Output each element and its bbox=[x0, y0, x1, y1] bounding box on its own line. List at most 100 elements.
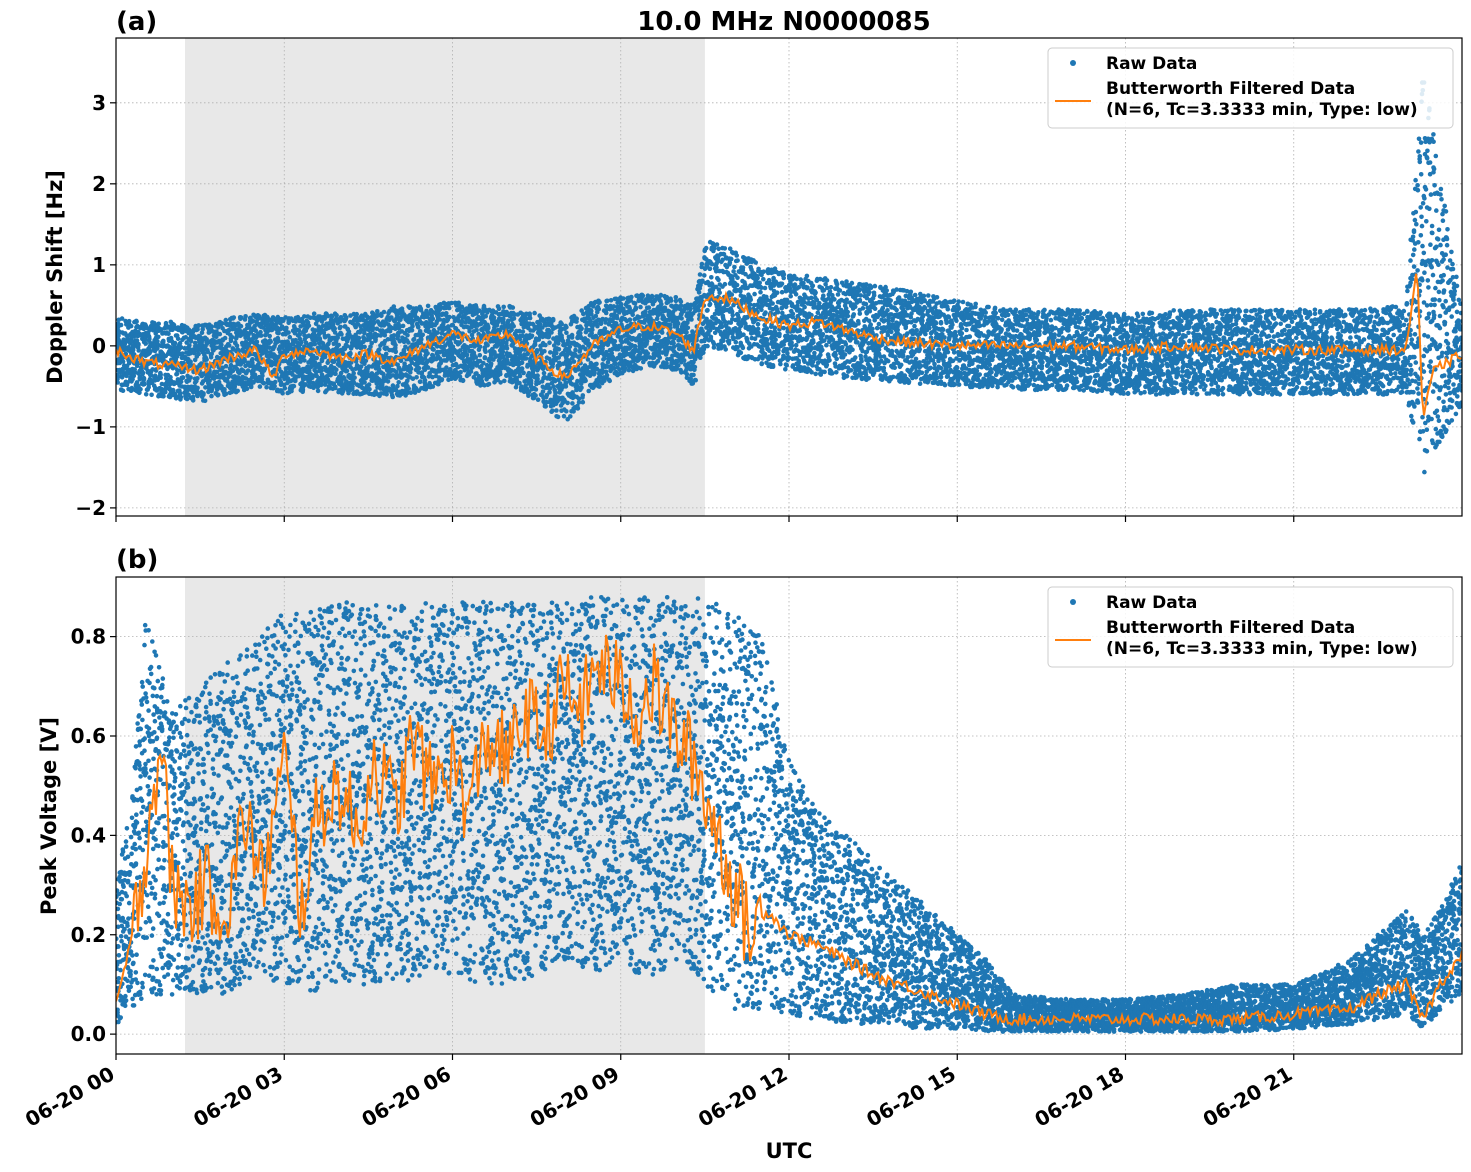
raw-data-point bbox=[337, 325, 343, 331]
raw-data-point bbox=[714, 242, 720, 247]
raw-data-point bbox=[393, 349, 399, 355]
raw-data-point bbox=[214, 334, 219, 340]
raw-data-point bbox=[272, 383, 277, 389]
raw-data-point bbox=[474, 327, 479, 333]
raw-data-point bbox=[574, 316, 579, 322]
raw-data-point bbox=[486, 325, 491, 331]
raw-data-point bbox=[411, 337, 416, 343]
raw-data-point bbox=[234, 343, 240, 349]
raw-data-point bbox=[126, 318, 132, 324]
raw-data-point bbox=[685, 325, 691, 331]
raw-data-point bbox=[175, 336, 181, 342]
raw-data-point bbox=[141, 377, 147, 382]
raw-data-point bbox=[564, 330, 569, 336]
raw-data-point bbox=[532, 310, 537, 316]
raw-data-point bbox=[468, 369, 474, 374]
raw-data-point bbox=[722, 281, 728, 287]
panel-a-label: (a) bbox=[116, 7, 157, 37]
raw-data-point bbox=[393, 342, 398, 348]
raw-data-point bbox=[172, 340, 178, 346]
raw-data-point bbox=[140, 371, 145, 377]
raw-data-point bbox=[586, 388, 591, 394]
raw-data-point bbox=[547, 340, 552, 346]
raw-data-point bbox=[174, 371, 180, 377]
raw-data-point bbox=[143, 392, 149, 397]
raw-data-point bbox=[248, 384, 254, 390]
raw-data-point bbox=[684, 330, 689, 335]
raw-data-point bbox=[129, 339, 134, 344]
raw-data-point bbox=[535, 373, 540, 378]
raw-data-point bbox=[334, 367, 339, 373]
raw-data-point bbox=[367, 387, 372, 392]
raw-data-point bbox=[425, 303, 431, 309]
raw-data-point bbox=[555, 414, 561, 420]
raw-data-point bbox=[158, 327, 164, 332]
raw-data-point bbox=[383, 351, 389, 357]
raw-data-point bbox=[352, 375, 357, 380]
raw-data-point bbox=[521, 370, 526, 376]
raw-data-point bbox=[528, 380, 534, 386]
raw-data-point bbox=[209, 324, 215, 329]
raw-data-point bbox=[315, 388, 321, 394]
raw-data-point bbox=[517, 373, 523, 379]
raw-data-point bbox=[579, 385, 584, 391]
raw-data-point bbox=[195, 376, 200, 381]
raw-data-point bbox=[633, 305, 639, 310]
raw-data-point bbox=[688, 303, 693, 308]
raw-data-point bbox=[134, 380, 140, 385]
raw-data-point bbox=[556, 347, 562, 352]
raw-data-point bbox=[458, 369, 463, 375]
raw-data-point bbox=[697, 272, 703, 277]
raw-data-point bbox=[568, 414, 573, 419]
raw-data-point bbox=[134, 338, 140, 343]
raw-data-point bbox=[477, 352, 483, 358]
raw-data-point bbox=[205, 349, 211, 355]
raw-data-point bbox=[657, 355, 663, 360]
raw-data-point bbox=[289, 388, 294, 394]
raw-data-point bbox=[204, 340, 209, 345]
raw-data-point bbox=[711, 345, 717, 350]
raw-data-point bbox=[692, 364, 698, 370]
raw-data-point bbox=[162, 389, 167, 395]
raw-data-point bbox=[275, 339, 281, 344]
raw-data-point bbox=[215, 393, 221, 398]
raw-data-point bbox=[705, 307, 710, 313]
raw-data-point bbox=[553, 390, 558, 396]
raw-data-point bbox=[416, 365, 422, 371]
raw-data-point bbox=[379, 313, 384, 319]
raw-data-point bbox=[543, 342, 548, 348]
raw-data-point bbox=[192, 340, 198, 346]
raw-data-point bbox=[559, 321, 564, 327]
raw-data-point bbox=[575, 378, 580, 384]
raw-data-point bbox=[130, 347, 136, 353]
raw-data-point bbox=[621, 296, 626, 301]
raw-data-point bbox=[168, 374, 173, 380]
raw-data-point bbox=[184, 396, 190, 402]
raw-data-point bbox=[188, 375, 193, 380]
raw-data-point bbox=[268, 339, 274, 345]
raw-data-point bbox=[150, 367, 155, 372]
raw-data-point bbox=[131, 373, 137, 379]
raw-data-point bbox=[264, 384, 269, 390]
raw-data-point bbox=[202, 351, 207, 356]
raw-data-point bbox=[547, 390, 552, 395]
raw-data-point bbox=[149, 392, 154, 398]
raw-data-point bbox=[362, 344, 367, 350]
raw-data-point bbox=[338, 330, 343, 336]
raw-data-point bbox=[696, 290, 702, 295]
raw-data-point bbox=[678, 299, 684, 305]
raw-data-point bbox=[226, 343, 232, 348]
raw-data-point bbox=[250, 319, 255, 324]
raw-data-point bbox=[437, 317, 443, 322]
raw-data-point bbox=[354, 311, 360, 317]
raw-data-point bbox=[161, 394, 166, 399]
raw-data-point bbox=[396, 380, 402, 385]
raw-data-point bbox=[168, 345, 173, 350]
raw-data-point bbox=[533, 393, 538, 398]
raw-data-point bbox=[381, 309, 387, 315]
chart-title: 10.0 MHz N0000085 bbox=[637, 7, 930, 37]
raw-data-point bbox=[177, 392, 183, 397]
raw-data-point bbox=[196, 323, 201, 328]
raw-data-point bbox=[486, 381, 492, 387]
raw-data-point bbox=[175, 368, 180, 373]
